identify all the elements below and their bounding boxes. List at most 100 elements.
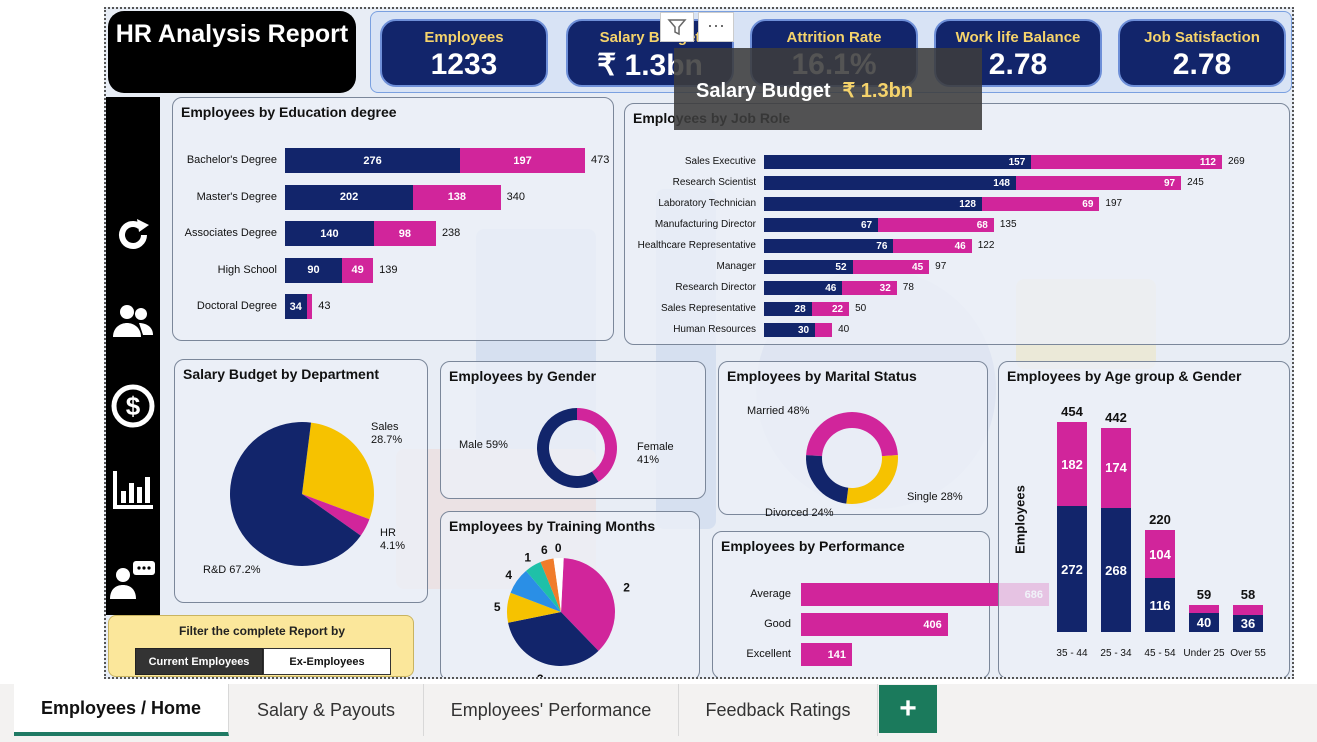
column-category-label: 35 - 44 <box>1056 648 1088 659</box>
kpi-card-0: Employees 1233 <box>380 19 548 87</box>
kpi-card-4: Job Satisfaction 2.78 <box>1118 19 1286 87</box>
tooltip-content: Salary Budget ₹ 1.3bn <box>696 78 913 103</box>
kpi-value: 2.78 <box>988 48 1048 81</box>
pie-slice <box>302 494 370 536</box>
pie-label: Sales 28.7% <box>371 421 402 446</box>
bar-segment: 140 <box>285 221 374 246</box>
jobrole-panel: Employees by Job Role Sales Executive157… <box>624 103 1290 345</box>
pie-label: HR 4.1% <box>380 527 405 552</box>
tab-feedback-ratings[interactable]: Feedback Ratings <box>679 684 878 736</box>
bar-segment: 276 <box>285 148 461 173</box>
bar-segment: 202 <box>285 184 414 210</box>
bar-segment: 76 <box>764 239 894 253</box>
bar-total-label: 238 <box>441 227 461 239</box>
education-panel: Employees by Education degree Bachelor's… <box>172 97 614 341</box>
column-total-label: 454 <box>1061 404 1083 419</box>
column-segment: 268 <box>1101 508 1131 632</box>
pie-label: 3 <box>537 672 544 679</box>
bar-segment: 28 <box>764 302 812 316</box>
bar-segment <box>306 294 313 319</box>
people-icon[interactable] <box>106 301 160 341</box>
bar-category-label: Research Director <box>675 281 756 293</box>
kpi-value: 2.78 <box>1172 48 1232 81</box>
pie-label: 4 <box>505 568 512 582</box>
column-total-label: 59 <box>1196 586 1212 602</box>
feedback-icon[interactable] <box>106 559 160 601</box>
bar-segment: 46 <box>764 281 843 295</box>
tab-employees-performance[interactable]: Employees' Performance <box>424 684 679 736</box>
pie-label: 2 <box>623 580 630 594</box>
bar-chart-icon[interactable] <box>106 469 160 511</box>
pie-slice <box>540 558 561 612</box>
training-title: Employees by Training Months <box>449 518 656 534</box>
bar-segment: 98 <box>373 221 436 246</box>
bar-total-label: 43 <box>318 300 331 312</box>
current-employees-button[interactable]: Current Employees <box>135 648 263 675</box>
tab-salary-payouts[interactable]: Salary & Payouts <box>229 684 424 736</box>
pie-label: R&D 67.2% <box>203 564 261 576</box>
bar-category-label: Excellent <box>746 648 791 660</box>
bar-segment: 138 <box>413 184 501 210</box>
bar-segment: 32 <box>842 281 897 295</box>
pie-label: 1 <box>524 550 531 564</box>
pie-slice <box>846 455 898 504</box>
bar-total-label: 40 <box>838 323 850 335</box>
pie-slice <box>508 612 599 666</box>
bar-segment: 67 <box>764 218 879 232</box>
bar-category-label: Laboratory Technician <box>658 197 756 209</box>
filter-icon[interactable] <box>660 12 694 42</box>
column-category-label: 25 - 34 <box>1100 648 1132 659</box>
pie-label: Married 48% <box>747 405 810 417</box>
bar-segment: 197 <box>460 148 585 173</box>
kpi-label: Job Satisfaction <box>1144 29 1260 46</box>
column-category-label: Over 55 <box>1230 648 1266 659</box>
bar-segment: 49 <box>342 257 374 283</box>
column-total-label: 442 <box>1105 409 1127 425</box>
education-title: Employees by Education degree <box>181 104 397 120</box>
department-title: Salary Budget by Department <box>183 366 380 382</box>
kpi-label: Attrition Rate <box>786 29 882 46</box>
pie-slice <box>302 422 374 520</box>
dollar-icon[interactable]: $ <box>106 383 160 429</box>
refresh-icon[interactable] <box>106 215 160 255</box>
bar-segment: 157 <box>764 155 1032 169</box>
bar-segment: 148 <box>764 176 1016 190</box>
bar-segment: 45 <box>852 260 930 274</box>
agegroup-title: Employees by Age group & Gender <box>1007 368 1242 384</box>
training-pie: 2 3 5 416 0 <box>494 541 630 679</box>
department-pie: Sales 28.7% HR 4.1% R&D 67.2% <box>203 421 405 576</box>
pie-slice <box>510 570 561 612</box>
pie-slice <box>537 408 599 488</box>
pie-label: 5 <box>494 600 501 614</box>
more-options-icon[interactable]: ··· <box>698 12 734 42</box>
column-category-label: 45 - 54 <box>1144 648 1176 659</box>
add-page-button[interactable]: + <box>879 685 937 733</box>
pie-slice <box>507 592 561 623</box>
column-segment: 36 <box>1233 615 1263 632</box>
bar-category-label: Manager <box>716 260 756 272</box>
bar-total-label: 122 <box>977 239 995 251</box>
sidebar-nav: $ <box>106 97 160 615</box>
bar-total-label: 139 <box>379 263 398 276</box>
bar-total-label: 135 <box>999 218 1017 230</box>
bar-category-label: Master's Degree <box>196 190 277 203</box>
pie-slice <box>561 558 615 651</box>
report-title: HR Analysis Report <box>108 11 356 93</box>
bar-category-label: Sales Executive <box>684 155 756 167</box>
kpi-label: Employees <box>424 29 504 46</box>
pie-label: Female 41% <box>637 441 674 466</box>
bar-category-label: Human Resources <box>673 323 756 335</box>
bar-category-label: Bachelor's Degree <box>186 154 277 166</box>
ex-employees-button[interactable]: Ex-Employees <box>263 648 391 675</box>
bar-total-label: 269 <box>1228 155 1245 167</box>
pie-slice <box>526 562 561 612</box>
bar-category-label: Research Scientist <box>672 176 756 188</box>
tab-employees-home[interactable]: Employees / Home <box>14 684 229 736</box>
pie-slice <box>806 411 898 457</box>
performance-title: Employees by Performance <box>721 538 905 554</box>
pie-label: 0 <box>555 541 562 555</box>
svg-text:$: $ <box>126 391 141 421</box>
bar-category-label: Doctoral Degree <box>196 300 277 312</box>
department-panel: Salary Budget by Department Sales 28.7% HR… <box>174 359 428 603</box>
